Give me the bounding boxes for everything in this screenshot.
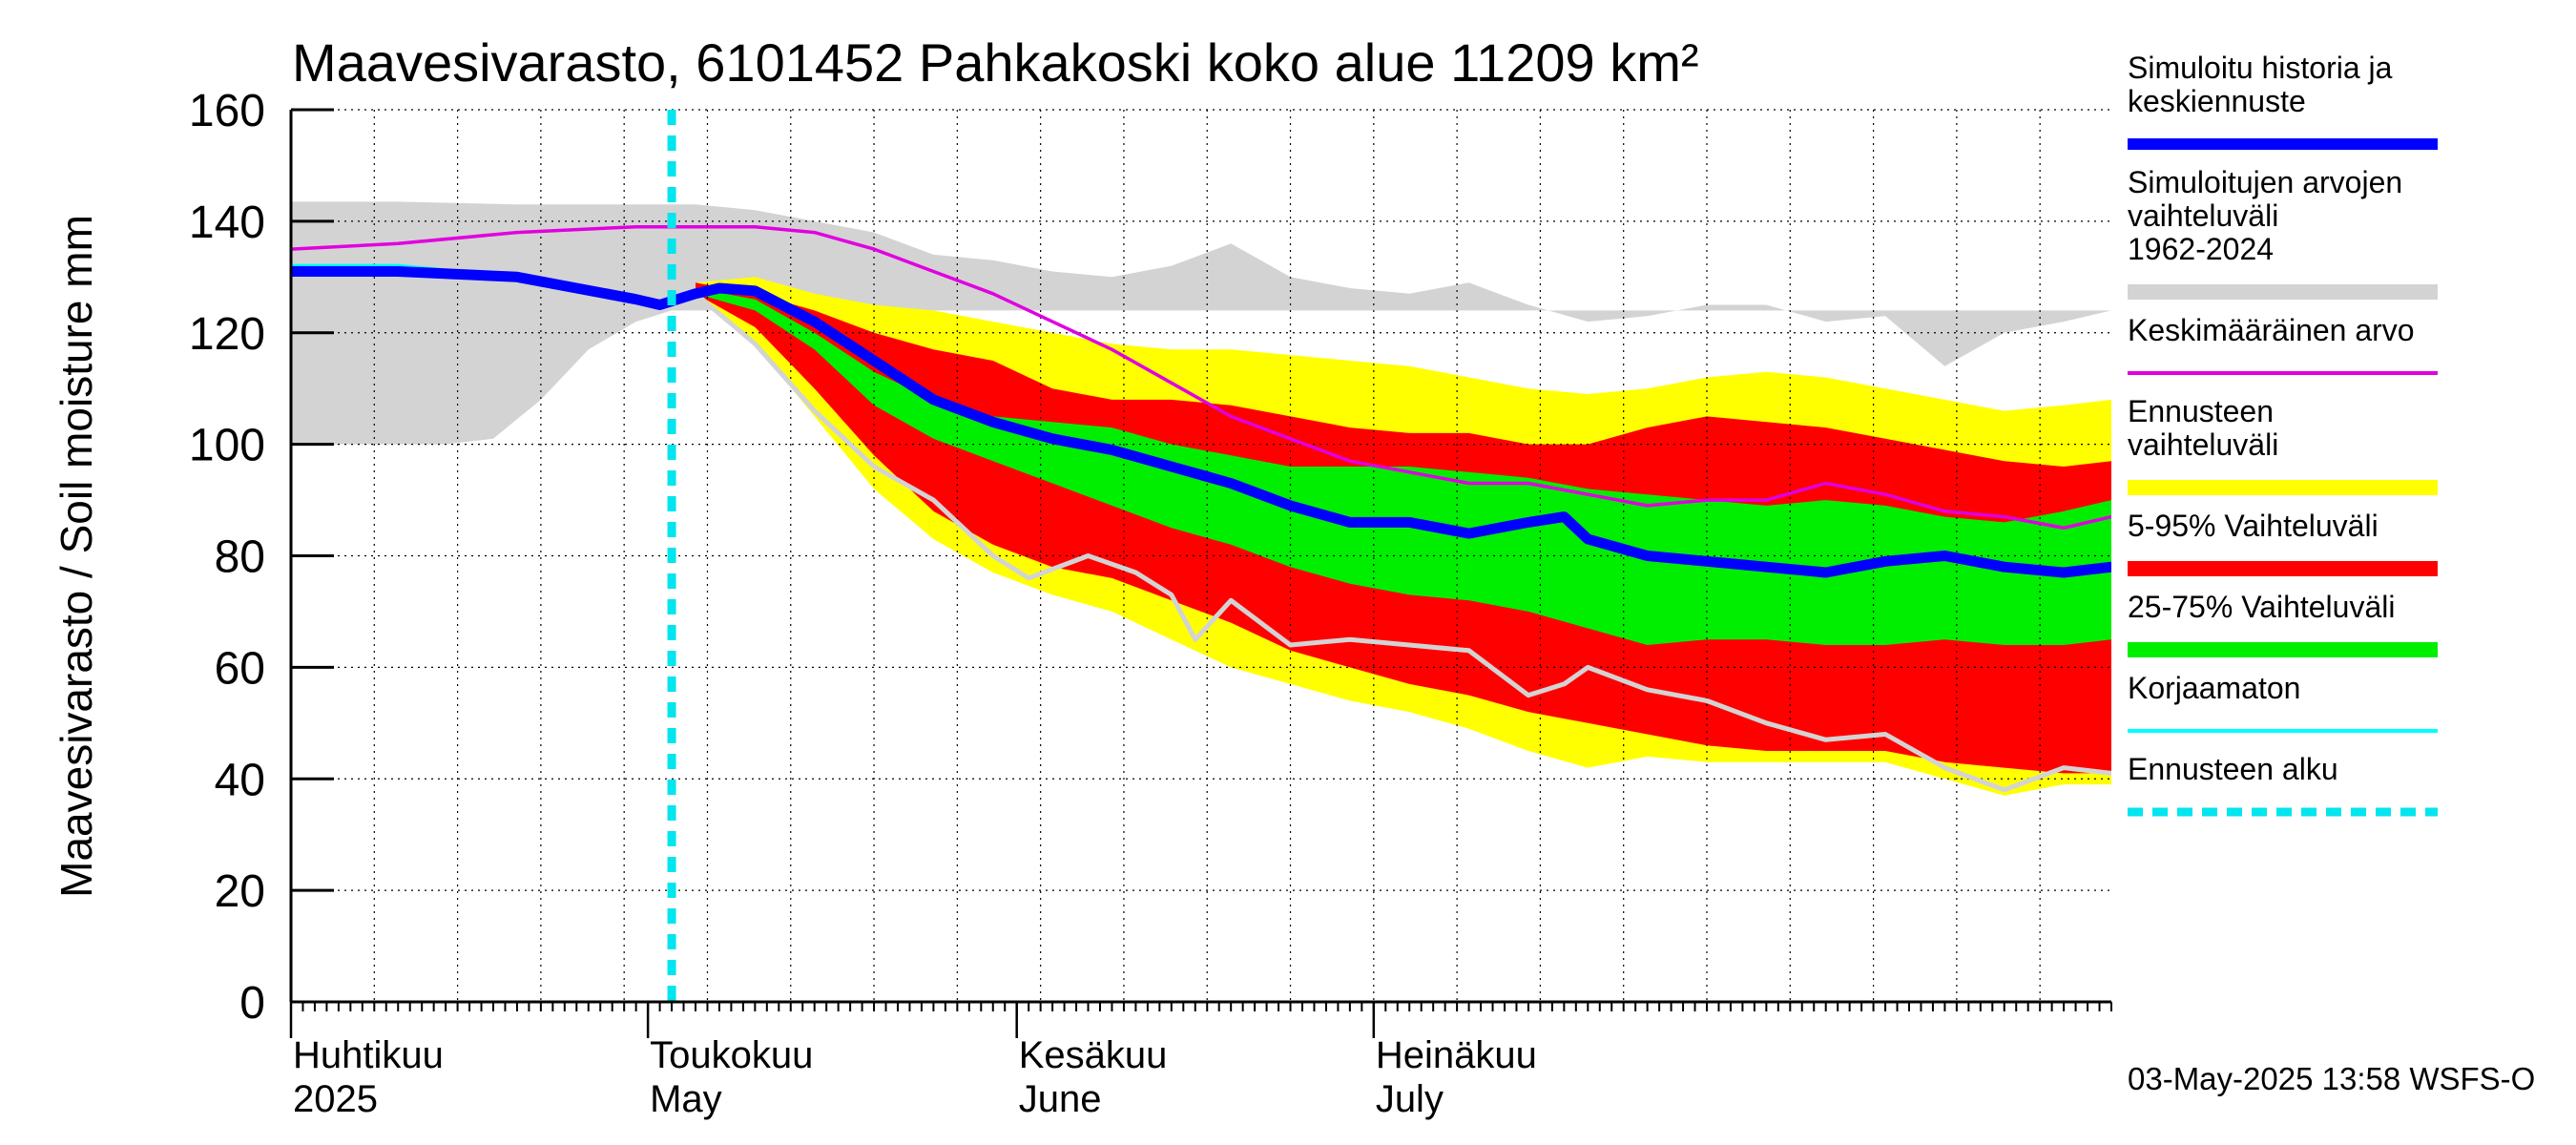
month-label-en: May xyxy=(650,1078,722,1120)
y-tick-label: 40 xyxy=(215,755,265,805)
month-label-fi: Heinäkuu xyxy=(1376,1034,1537,1076)
legend-label: Simuloitujen arvojen xyxy=(2128,165,2402,199)
legend-label: vaihteluväli xyxy=(2128,198,2278,233)
legend-label: 1962-2024 xyxy=(2128,232,2274,266)
grid-layer xyxy=(291,109,2111,1002)
month-label-fi: Huhtikuu xyxy=(293,1034,444,1076)
month-label-en: July xyxy=(1376,1078,1444,1120)
legend-label: Ennusteen xyxy=(2128,394,2274,428)
legend-label: Keskimääräinen arvo xyxy=(2128,313,2415,347)
line-layer xyxy=(291,110,2111,1002)
legend-label: Ennusteen alku xyxy=(2128,752,2338,786)
legend-label: Simuloitu historia ja xyxy=(2128,51,2393,85)
y-axis-label: Maavesivarasto / Soil moisture mm xyxy=(52,215,101,898)
legend-label: vaihteluväli xyxy=(2128,427,2278,462)
y-tick-label: 160 xyxy=(189,86,265,136)
legend-label: 25-75% Vaihteluväli xyxy=(2128,590,2395,624)
month-label-fi: Kesäkuu xyxy=(1019,1034,1168,1076)
historical-range-band xyxy=(291,201,2111,445)
month-label-en: 2025 xyxy=(293,1078,378,1120)
y-tick-label: 0 xyxy=(239,978,265,1029)
month-label-fi: Toukokuu xyxy=(650,1034,813,1076)
y-tick-label: 60 xyxy=(215,643,265,694)
y-tick-label: 80 xyxy=(215,532,265,583)
mean-line xyxy=(291,224,2111,531)
legend-label: keskiennuste xyxy=(2128,84,2306,118)
y-tick-label: 140 xyxy=(189,198,265,248)
legend-label: 5-95% Vaihteluväli xyxy=(2128,509,2379,543)
timestamp: 03-May-2025 13:58 WSFS-O xyxy=(2128,1061,2535,1096)
y-tick-label: 20 xyxy=(215,866,265,917)
scenario-line xyxy=(693,291,2111,793)
band-layer xyxy=(291,201,2111,796)
legend-label: Korjaamaton xyxy=(2128,671,2300,705)
band-25-75 xyxy=(696,288,2111,645)
month-label-en: June xyxy=(1019,1078,1102,1120)
y-tick-label: 120 xyxy=(189,309,265,360)
y-tick-label: 100 xyxy=(189,421,265,471)
chart-title: Maavesivarasto, 6101452 Pahkakoski koko … xyxy=(292,32,1698,93)
